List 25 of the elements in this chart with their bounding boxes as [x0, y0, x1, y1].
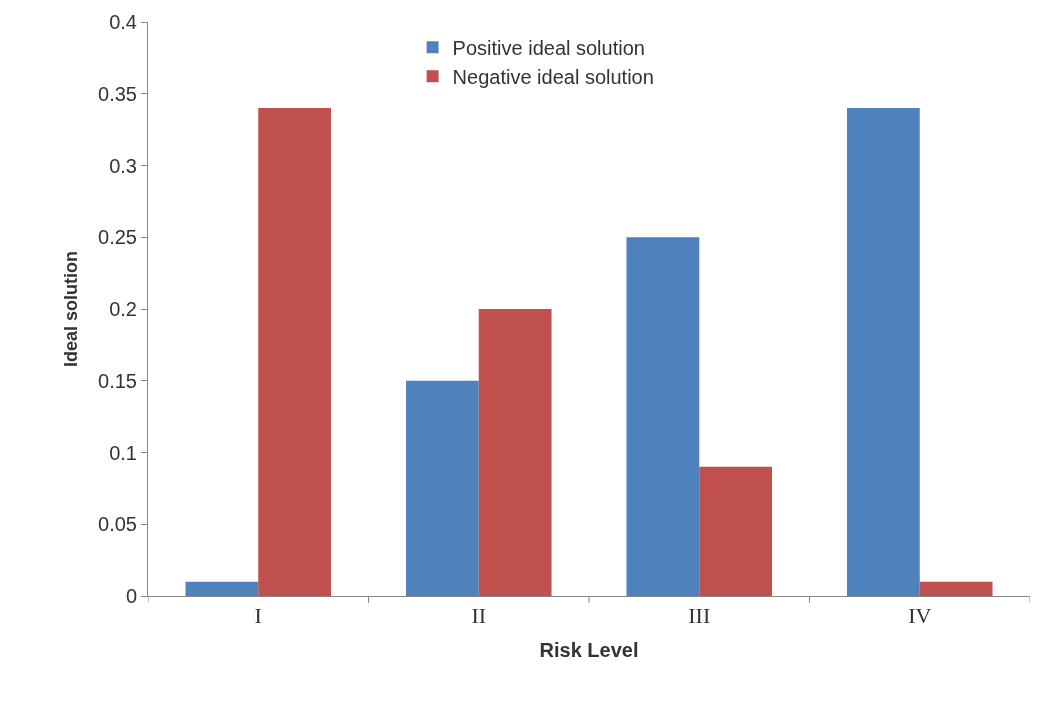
y-tick-label: 0.3 — [109, 154, 137, 177]
y-tick-label: 0.4 — [109, 11, 137, 33]
bar — [699, 466, 773, 596]
x-tick-label: II — [471, 603, 487, 629]
bar — [185, 581, 259, 596]
bar — [626, 237, 700, 596]
x-axis-title: Risk Level — [539, 638, 639, 661]
x-tick-label: I — [254, 603, 262, 629]
y-tick-label: 0.25 — [98, 226, 137, 249]
bar — [919, 581, 993, 596]
y-tick-label: 0.15 — [98, 369, 137, 392]
legend-label: Positive ideal solution — [452, 37, 645, 60]
y-tick-label: 0 — [125, 585, 137, 607]
x-tick-label: III — [688, 603, 711, 629]
y-tick-label: 0.35 — [98, 82, 137, 105]
bar — [258, 108, 332, 596]
y-tick-label: 0.05 — [98, 513, 137, 536]
y-tick-label: 0.1 — [109, 441, 137, 464]
y-axis-title: Ideal solution — [61, 250, 82, 368]
y-tick-label: 0.2 — [109, 298, 137, 320]
legend-label: Negative ideal solution — [452, 66, 654, 89]
bar — [405, 380, 479, 596]
x-tick-label: IV — [908, 603, 932, 629]
bar — [478, 309, 552, 596]
bar — [846, 108, 920, 596]
